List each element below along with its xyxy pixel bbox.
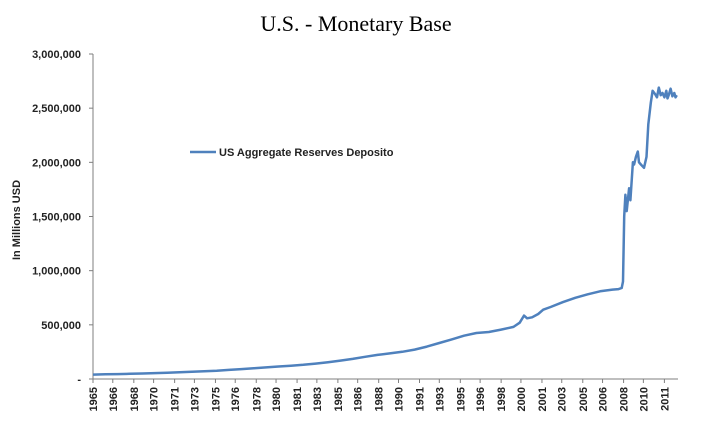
x-tick-label: 2005 xyxy=(578,387,590,411)
x-tick-label: 2008 xyxy=(619,387,631,411)
y-tick-label: 500,000 xyxy=(41,320,81,332)
x-tick-label: 2001 xyxy=(537,387,549,411)
x-tick-label: 1978 xyxy=(251,387,263,411)
x-tick-label: 1985 xyxy=(333,387,345,411)
x-tick-label: 2010 xyxy=(638,387,650,411)
x-tick-label: 1991 xyxy=(415,387,427,411)
x-tick-label: 1966 xyxy=(108,387,120,411)
legend-label: US Aggregate Reserves Deposito xyxy=(219,147,394,159)
x-tick-label: 1993 xyxy=(434,387,446,411)
x-tick-label: 2000 xyxy=(516,387,528,411)
x-tick-label: 1996 xyxy=(475,387,487,411)
y-axis-label: In Millions USD xyxy=(11,180,23,260)
y-tick-label: 1,000,000 xyxy=(32,266,81,278)
y-axis-ticks: - 500,000 1,000,000 1,500,000 2,000,000 2,500… xyxy=(32,49,93,386)
y-tick-label: - xyxy=(77,374,81,386)
x-tick-label: 1980 xyxy=(271,387,283,411)
x-tick-label: 1971 xyxy=(170,387,182,411)
x-tick-label: 1995 xyxy=(455,387,467,411)
x-tick-label: 1973 xyxy=(189,387,201,411)
x-tick-label: 1986 xyxy=(353,387,365,411)
legend: US Aggregate Reserves Deposito xyxy=(190,147,394,159)
chart-title: U.S. - Monetary Base xyxy=(260,11,451,36)
x-tick-label: 1983 xyxy=(312,387,324,411)
x-tick-label: 1998 xyxy=(496,387,508,411)
y-tick-label: 3,000,000 xyxy=(32,49,81,61)
series-line xyxy=(92,86,678,376)
x-tick-label: 2011 xyxy=(659,387,671,411)
x-tick-label: 1965 xyxy=(88,387,100,411)
x-tick-label: 2006 xyxy=(598,387,610,411)
y-tick-label: 2,000,000 xyxy=(32,157,81,169)
x-tick-label: 2003 xyxy=(557,387,569,411)
axes xyxy=(92,54,678,380)
x-tick-label: 1990 xyxy=(393,387,405,411)
x-tick-label: 1981 xyxy=(292,387,304,411)
series-group xyxy=(92,86,678,376)
y-tick-label: 1,500,000 xyxy=(32,212,81,224)
x-tick-label: 1968 xyxy=(129,387,141,411)
x-tick-label: 1970 xyxy=(149,387,161,411)
x-tick-label: 1976 xyxy=(230,387,242,411)
y-tick-label: 2,500,000 xyxy=(32,103,81,115)
x-tick-label: 1988 xyxy=(374,387,386,411)
x-axis-ticks: 1965 1966 1968 1970 1971 1973 1975 1976 1978 1980… xyxy=(88,379,671,411)
x-tick-label: 1975 xyxy=(210,387,222,411)
